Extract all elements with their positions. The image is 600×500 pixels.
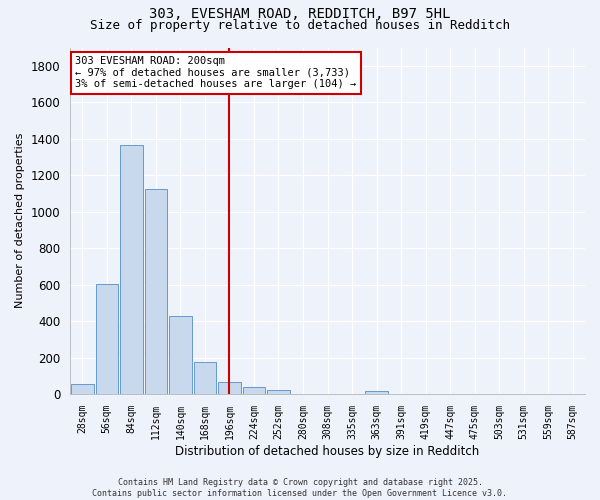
- Bar: [365, 391, 388, 394]
- Bar: [169, 316, 191, 394]
- Text: 303, EVESHAM ROAD, REDDITCH, B97 5HL: 303, EVESHAM ROAD, REDDITCH, B97 5HL: [149, 8, 451, 22]
- Bar: [95, 284, 118, 394]
- Bar: [267, 390, 290, 394]
- Text: 303 EVESHAM ROAD: 200sqm
← 97% of detached houses are smaller (3,733)
3% of semi: 303 EVESHAM ROAD: 200sqm ← 97% of detach…: [75, 56, 356, 90]
- Y-axis label: Number of detached properties: Number of detached properties: [15, 133, 25, 308]
- Text: Size of property relative to detached houses in Redditch: Size of property relative to detached ho…: [90, 18, 510, 32]
- X-axis label: Distribution of detached houses by size in Redditch: Distribution of detached houses by size …: [175, 444, 479, 458]
- Text: Contains HM Land Registry data © Crown copyright and database right 2025.
Contai: Contains HM Land Registry data © Crown c…: [92, 478, 508, 498]
- Bar: [71, 384, 94, 394]
- Bar: [194, 362, 216, 394]
- Bar: [242, 386, 265, 394]
- Bar: [120, 145, 143, 394]
- Bar: [145, 189, 167, 394]
- Bar: [218, 382, 241, 394]
